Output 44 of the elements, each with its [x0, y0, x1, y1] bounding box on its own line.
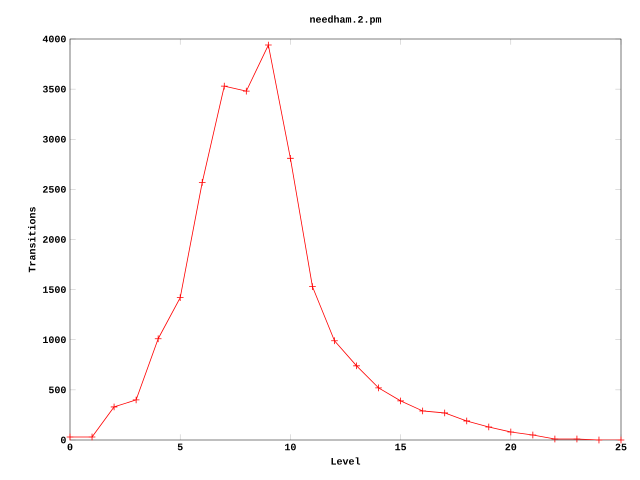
point — [573, 435, 581, 443]
y-axis-title: Transitions — [28, 207, 36, 272]
x-tick-label: 10 — [285, 444, 296, 450]
chart-title: needham.2.pm — [310, 15, 382, 25]
point — [198, 178, 206, 186]
point — [66, 433, 74, 441]
y-tick-label: 500 — [48, 386, 66, 394]
point — [242, 87, 250, 95]
point — [418, 407, 426, 415]
point — [440, 409, 448, 417]
x-axis-title: Level — [332, 457, 360, 465]
x-tick-label: 0 — [68, 444, 72, 450]
point — [330, 337, 338, 344]
point — [374, 384, 382, 392]
point — [529, 431, 537, 439]
x-tick-label: 5 — [178, 444, 183, 450]
point — [595, 436, 603, 444]
point — [485, 423, 492, 431]
point — [352, 362, 360, 370]
point — [264, 41, 272, 49]
y-tick-label: 2500 — [43, 186, 66, 193]
point — [154, 335, 162, 342]
point — [462, 417, 470, 425]
y-tick-label: 1500 — [43, 286, 66, 294]
x-tick-label: 25 — [616, 444, 626, 450]
point — [286, 154, 294, 162]
point — [176, 294, 184, 302]
y-tick-label: 2000 — [43, 236, 66, 243]
point — [110, 403, 118, 411]
point — [220, 82, 228, 90]
y-tick-label: 4000 — [42, 36, 66, 42]
y-tick-label: 1000 — [43, 336, 66, 344]
point — [88, 433, 96, 441]
point — [507, 428, 515, 436]
x-tick-label: 20 — [505, 444, 516, 450]
y-tick-label: 0 — [60, 436, 66, 444]
point — [396, 397, 404, 405]
x-tick-label: 15 — [395, 444, 406, 450]
y-tick-label: 3500 — [42, 86, 66, 93]
y-tick-label: 3000 — [42, 136, 66, 143]
point — [132, 396, 140, 404]
point — [617, 436, 625, 444]
point — [308, 282, 316, 290]
point — [551, 435, 559, 443]
